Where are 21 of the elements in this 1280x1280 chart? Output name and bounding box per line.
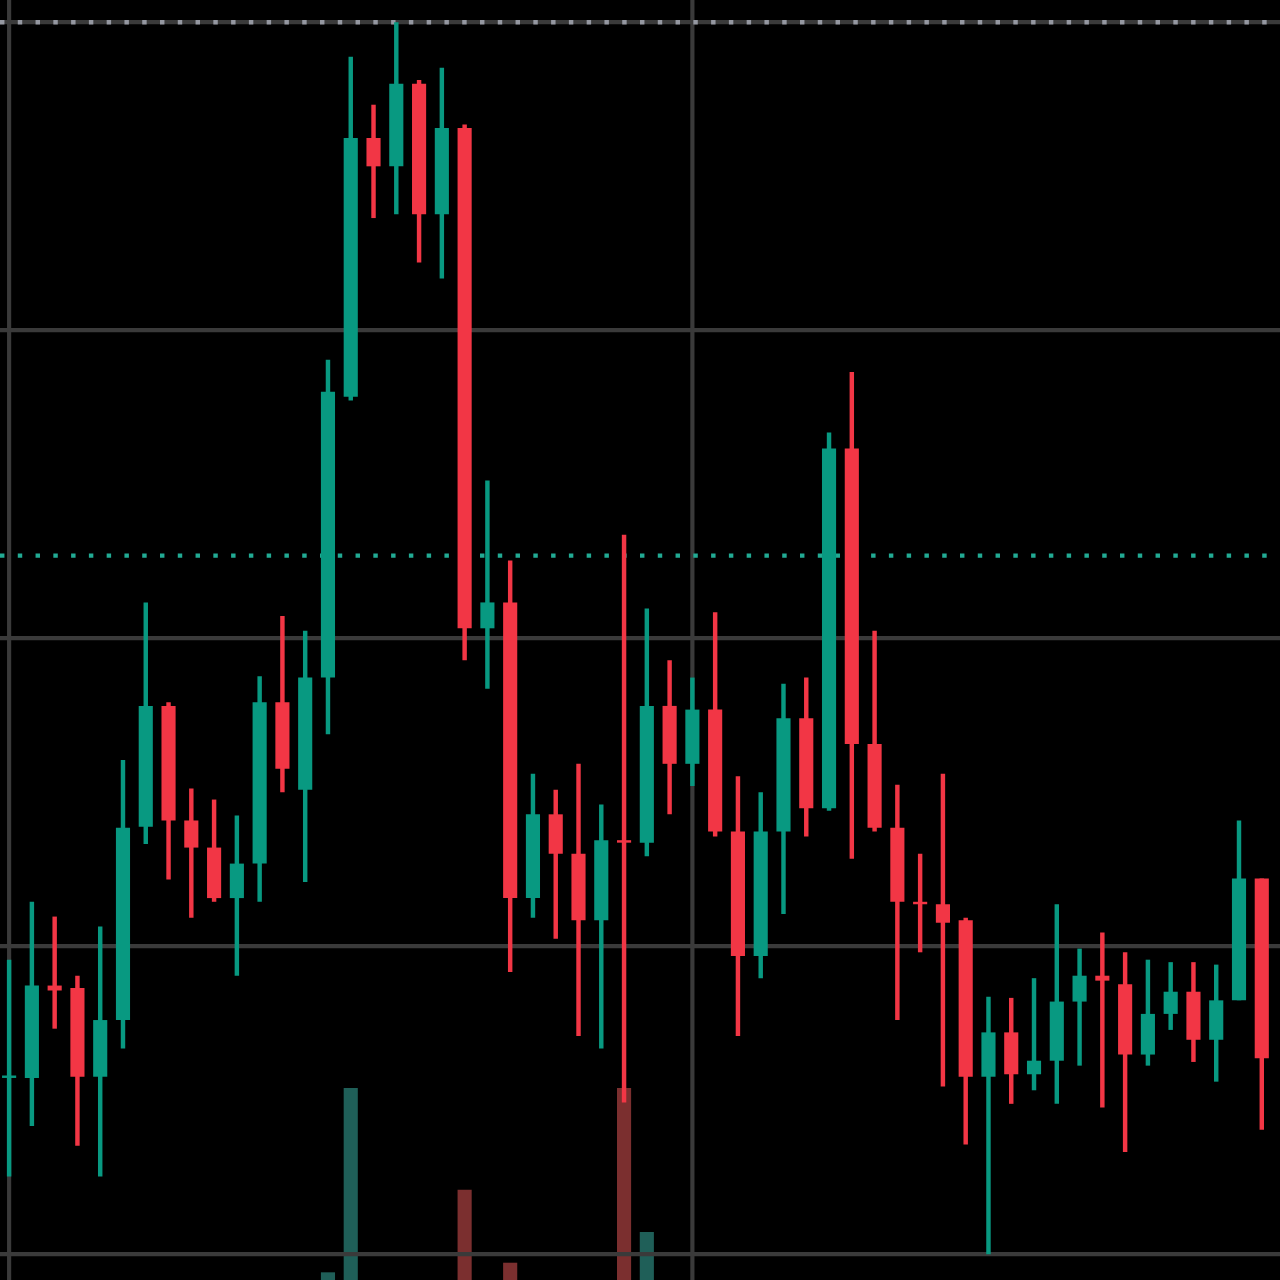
candlestick xyxy=(366,102,381,221)
candlestick xyxy=(184,786,199,921)
candlestick xyxy=(229,813,244,978)
candlestick xyxy=(480,478,495,691)
candlestick xyxy=(1095,930,1110,1110)
candlestick xyxy=(548,787,563,941)
candlestick xyxy=(981,994,996,1257)
candlestick xyxy=(1163,959,1178,1033)
candlestick xyxy=(1026,975,1042,1093)
candlestick xyxy=(1072,946,1087,1068)
bar xyxy=(617,1088,632,1280)
candlestick xyxy=(1140,957,1155,1068)
bar xyxy=(343,1088,358,1280)
bar xyxy=(320,1272,336,1280)
candlestick xyxy=(2,957,17,1179)
bar xyxy=(639,1232,654,1280)
candlestick xyxy=(935,771,950,1089)
bar xyxy=(457,1189,472,1280)
candlestick xyxy=(1209,962,1224,1084)
bar xyxy=(503,1262,518,1280)
candlestick xyxy=(1004,995,1019,1107)
